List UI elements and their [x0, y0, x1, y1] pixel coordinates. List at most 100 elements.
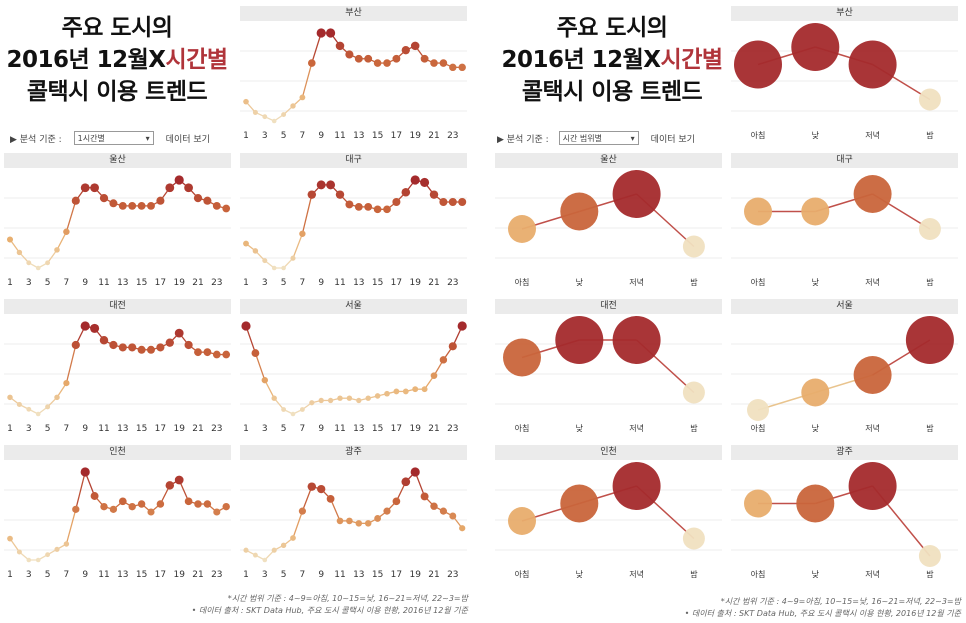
data-point	[392, 54, 401, 63]
right-data-view-link[interactable]: 데이터 보기	[650, 134, 695, 145]
series-line-segment	[301, 194, 313, 234]
line-chart: 1 3 5 7 9 11 13 15 17 19 21 23	[4, 321, 231, 434]
data-point	[109, 340, 118, 350]
data-point	[194, 348, 202, 357]
data-point	[354, 202, 363, 211]
data-point	[326, 494, 335, 503]
city-panel: 광주 1 3 5 7 9 11 13 15 17 19 21 23	[240, 445, 467, 583]
data-point	[213, 508, 221, 516]
data-point	[99, 193, 109, 203]
data-point	[174, 328, 184, 338]
data-point	[137, 345, 146, 354]
x-tick-label: 9	[318, 131, 324, 141]
x-tick-label: 7	[64, 424, 70, 434]
city-panel: 인천 아침 낮 저녁 밤	[495, 445, 722, 583]
city-panel-title: 서울	[240, 299, 467, 314]
x-tick-label: 21	[192, 278, 203, 288]
right-title-line3: 콜택시 이용 트렌드	[521, 79, 703, 105]
data-point	[35, 557, 41, 563]
x-category-label: 낮	[576, 423, 584, 433]
data-point	[35, 411, 41, 417]
data-point	[392, 197, 401, 207]
x-category-label: 낮	[576, 569, 584, 579]
data-point	[401, 187, 411, 197]
x-tick-label: 11	[98, 278, 109, 288]
data-point	[203, 500, 212, 508]
data-point	[402, 388, 409, 395]
city-panel-title: 부산	[240, 6, 467, 21]
x-category-label: 아침	[515, 569, 530, 579]
series-line-segment	[56, 231, 67, 251]
x-category-label: 밤	[926, 569, 934, 579]
dropdown-arrow-icon: ▾	[630, 133, 635, 143]
x-category-label: 아침	[751, 277, 766, 287]
data-point	[429, 190, 439, 199]
data-point	[137, 201, 146, 210]
x-tick-label: 21	[428, 278, 439, 288]
footnotes-right: *시간 범위 기준 : 4~9=아침, 10~15=낮, 16~21=저녁, 2…	[495, 596, 961, 620]
x-tick-label: 5	[281, 570, 287, 580]
data-point	[174, 175, 184, 185]
dropdown-arrow-icon: ▾	[145, 133, 150, 143]
data-point	[458, 197, 467, 207]
data-bubble	[560, 192, 599, 231]
x-category-label: 아침	[751, 130, 766, 140]
data-bubble	[612, 170, 661, 218]
data-point	[54, 247, 60, 253]
data-point	[194, 500, 202, 508]
x-tick-label: 21	[192, 570, 203, 580]
data-point	[118, 497, 127, 506]
left-analysis-label: ▶ 분석 기준 :	[10, 134, 62, 145]
data-point	[448, 197, 457, 207]
footnote-range: *시간 범위 기준 : 4~9=아침, 10~15=낮, 16~21=저녁, 2…	[720, 597, 961, 606]
data-point	[401, 46, 410, 55]
data-bubble	[734, 40, 782, 89]
data-point	[345, 50, 354, 59]
left-title-line2-hl: 시간별	[165, 47, 228, 73]
data-bubble	[853, 175, 892, 213]
x-tick-label: 17	[391, 424, 402, 434]
data-bubble	[744, 197, 772, 226]
data-point	[109, 505, 118, 513]
data-point	[26, 406, 32, 412]
x-tick-label: 1	[7, 570, 13, 580]
x-tick-label: 3	[262, 131, 268, 141]
x-tick-label: 3	[26, 570, 32, 580]
left-analysis-select[interactable]: 1시간별 ▾	[73, 131, 154, 145]
data-point	[459, 525, 466, 532]
x-tick-label: 23	[447, 278, 458, 288]
data-point	[309, 400, 315, 406]
x-tick-label: 17	[391, 570, 402, 580]
series-line-segment	[75, 471, 86, 510]
data-point	[316, 180, 326, 190]
x-category-label: 저녁	[629, 424, 644, 433]
data-point	[147, 508, 155, 516]
data-point	[137, 500, 146, 508]
data-point	[430, 372, 438, 379]
footnote-source: • 데이터 출처 : SKT Data Hub, 주요 도시 콜택시 이용 현황…	[191, 606, 468, 615]
data-point	[156, 343, 165, 352]
data-point	[281, 407, 287, 412]
footnotes-left: *시간 범위 기준 : 4~9=아침, 10~15=낮, 16~21=저녁, 2…	[0, 593, 468, 617]
data-point	[365, 395, 371, 401]
right-analysis-select[interactable]: 시간 범위별 ▾	[558, 131, 639, 145]
x-tick-label: 21	[428, 570, 439, 580]
city-panel: 광주 아침 낮 저녁 밤	[731, 445, 958, 583]
left-data-view-link[interactable]: 데이터 보기	[165, 134, 210, 145]
x-tick-label: 5	[45, 278, 51, 288]
x-category-label: 저녁	[865, 131, 880, 140]
data-bubble	[848, 462, 897, 510]
data-point	[410, 175, 420, 185]
bubble-chart: 아침 낮 저녁 밤	[495, 462, 722, 579]
data-point	[80, 321, 90, 331]
series-line-segment	[65, 344, 77, 384]
data-point	[364, 202, 373, 211]
city-panel-title: 부산	[731, 6, 958, 21]
x-tick-label: 15	[372, 424, 383, 434]
data-point	[281, 112, 287, 118]
bubble-chart: 아침 낮 저녁 밤	[495, 170, 722, 287]
city-panel-title: 울산	[495, 153, 722, 168]
data-point	[90, 492, 99, 500]
series-line-segment	[65, 200, 77, 232]
